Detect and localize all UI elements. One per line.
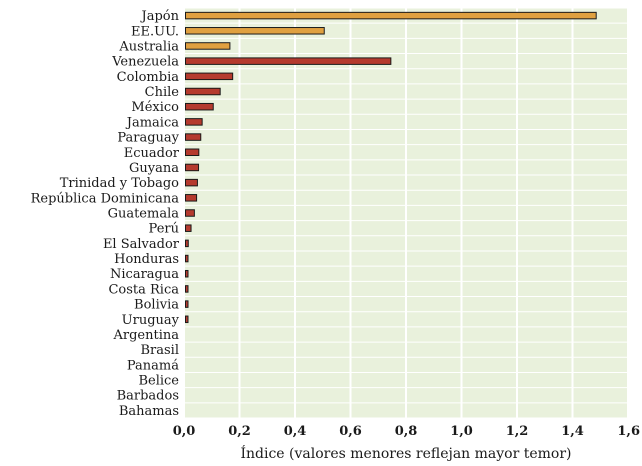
category-label: Chile <box>145 85 180 100</box>
bar <box>185 194 198 202</box>
bars <box>185 11 597 324</box>
x-tick-label: 0,4 <box>284 424 307 439</box>
category-label: Australia <box>118 39 179 54</box>
category-label: El Salvador <box>103 237 180 252</box>
category-label: México <box>131 100 179 115</box>
bar <box>185 87 221 96</box>
category-label: Guyana <box>129 161 179 176</box>
bar <box>185 163 200 172</box>
bar <box>185 72 234 81</box>
x-tick-label: 0,6 <box>339 424 362 439</box>
category-labels: JapónEE.UU.AustraliaVenezuelaColombiaChi… <box>31 9 180 419</box>
x-tick-label: 1,2 <box>506 424 529 439</box>
x-tick-label: 0,2 <box>228 424 251 439</box>
grid-lines <box>183 7 629 419</box>
category-label: Honduras <box>114 252 179 267</box>
x-tick-label: 0,0 <box>173 424 196 439</box>
x-tick-label: 1,4 <box>561 424 584 439</box>
bar <box>185 42 231 50</box>
category-label: Brasil <box>140 343 179 358</box>
bar <box>185 224 192 232</box>
bar <box>185 269 189 278</box>
category-label: Barbados <box>117 389 179 404</box>
bar <box>185 300 189 308</box>
bar <box>185 27 325 35</box>
x-axis-title: Índice (valores menores reflejan mayor t… <box>240 444 571 462</box>
bar <box>185 209 195 217</box>
category-label: Uruguay <box>122 313 180 328</box>
category-label: Argentina <box>113 328 180 343</box>
category-label: Belice <box>138 374 179 389</box>
bar <box>185 285 189 293</box>
bar <box>185 254 189 263</box>
category-label: Jamaica <box>125 115 179 130</box>
category-label: República Dominicana <box>31 191 180 206</box>
x-tick-label: 0,8 <box>395 424 418 439</box>
category-label: Bolivia <box>134 298 179 313</box>
bar <box>185 239 189 248</box>
bar <box>185 178 198 187</box>
category-label: Guatemala <box>108 207 180 222</box>
category-label: Perú <box>149 222 179 237</box>
category-label: Trinidad y Tobago <box>60 176 179 191</box>
category-label: Bahamas <box>119 404 179 419</box>
category-label: EE.UU. <box>131 24 179 39</box>
bar <box>185 315 189 324</box>
x-tick-label: 1,0 <box>450 424 473 439</box>
bar <box>185 133 202 141</box>
category-label: Japón <box>140 9 180 24</box>
x-tick-labels: 0,0 0,2 0,4 0,6 0,8 1,0 1,2 1,4 1,6 <box>173 424 640 439</box>
category-label: Panamá <box>127 358 179 373</box>
category-label: Nicaragua <box>110 267 179 282</box>
bar <box>185 57 392 65</box>
category-label: Venezuela <box>111 55 179 70</box>
x-tick-label: 1,6 <box>617 424 640 439</box>
bar <box>185 118 203 126</box>
bar <box>185 148 200 157</box>
bar <box>185 102 214 111</box>
category-label: Colombia <box>117 70 180 85</box>
category-label: Ecuador <box>124 146 180 161</box>
category-label: Costa Rica <box>108 282 179 297</box>
bar <box>185 11 597 20</box>
category-label: Paraguay <box>117 131 179 146</box>
